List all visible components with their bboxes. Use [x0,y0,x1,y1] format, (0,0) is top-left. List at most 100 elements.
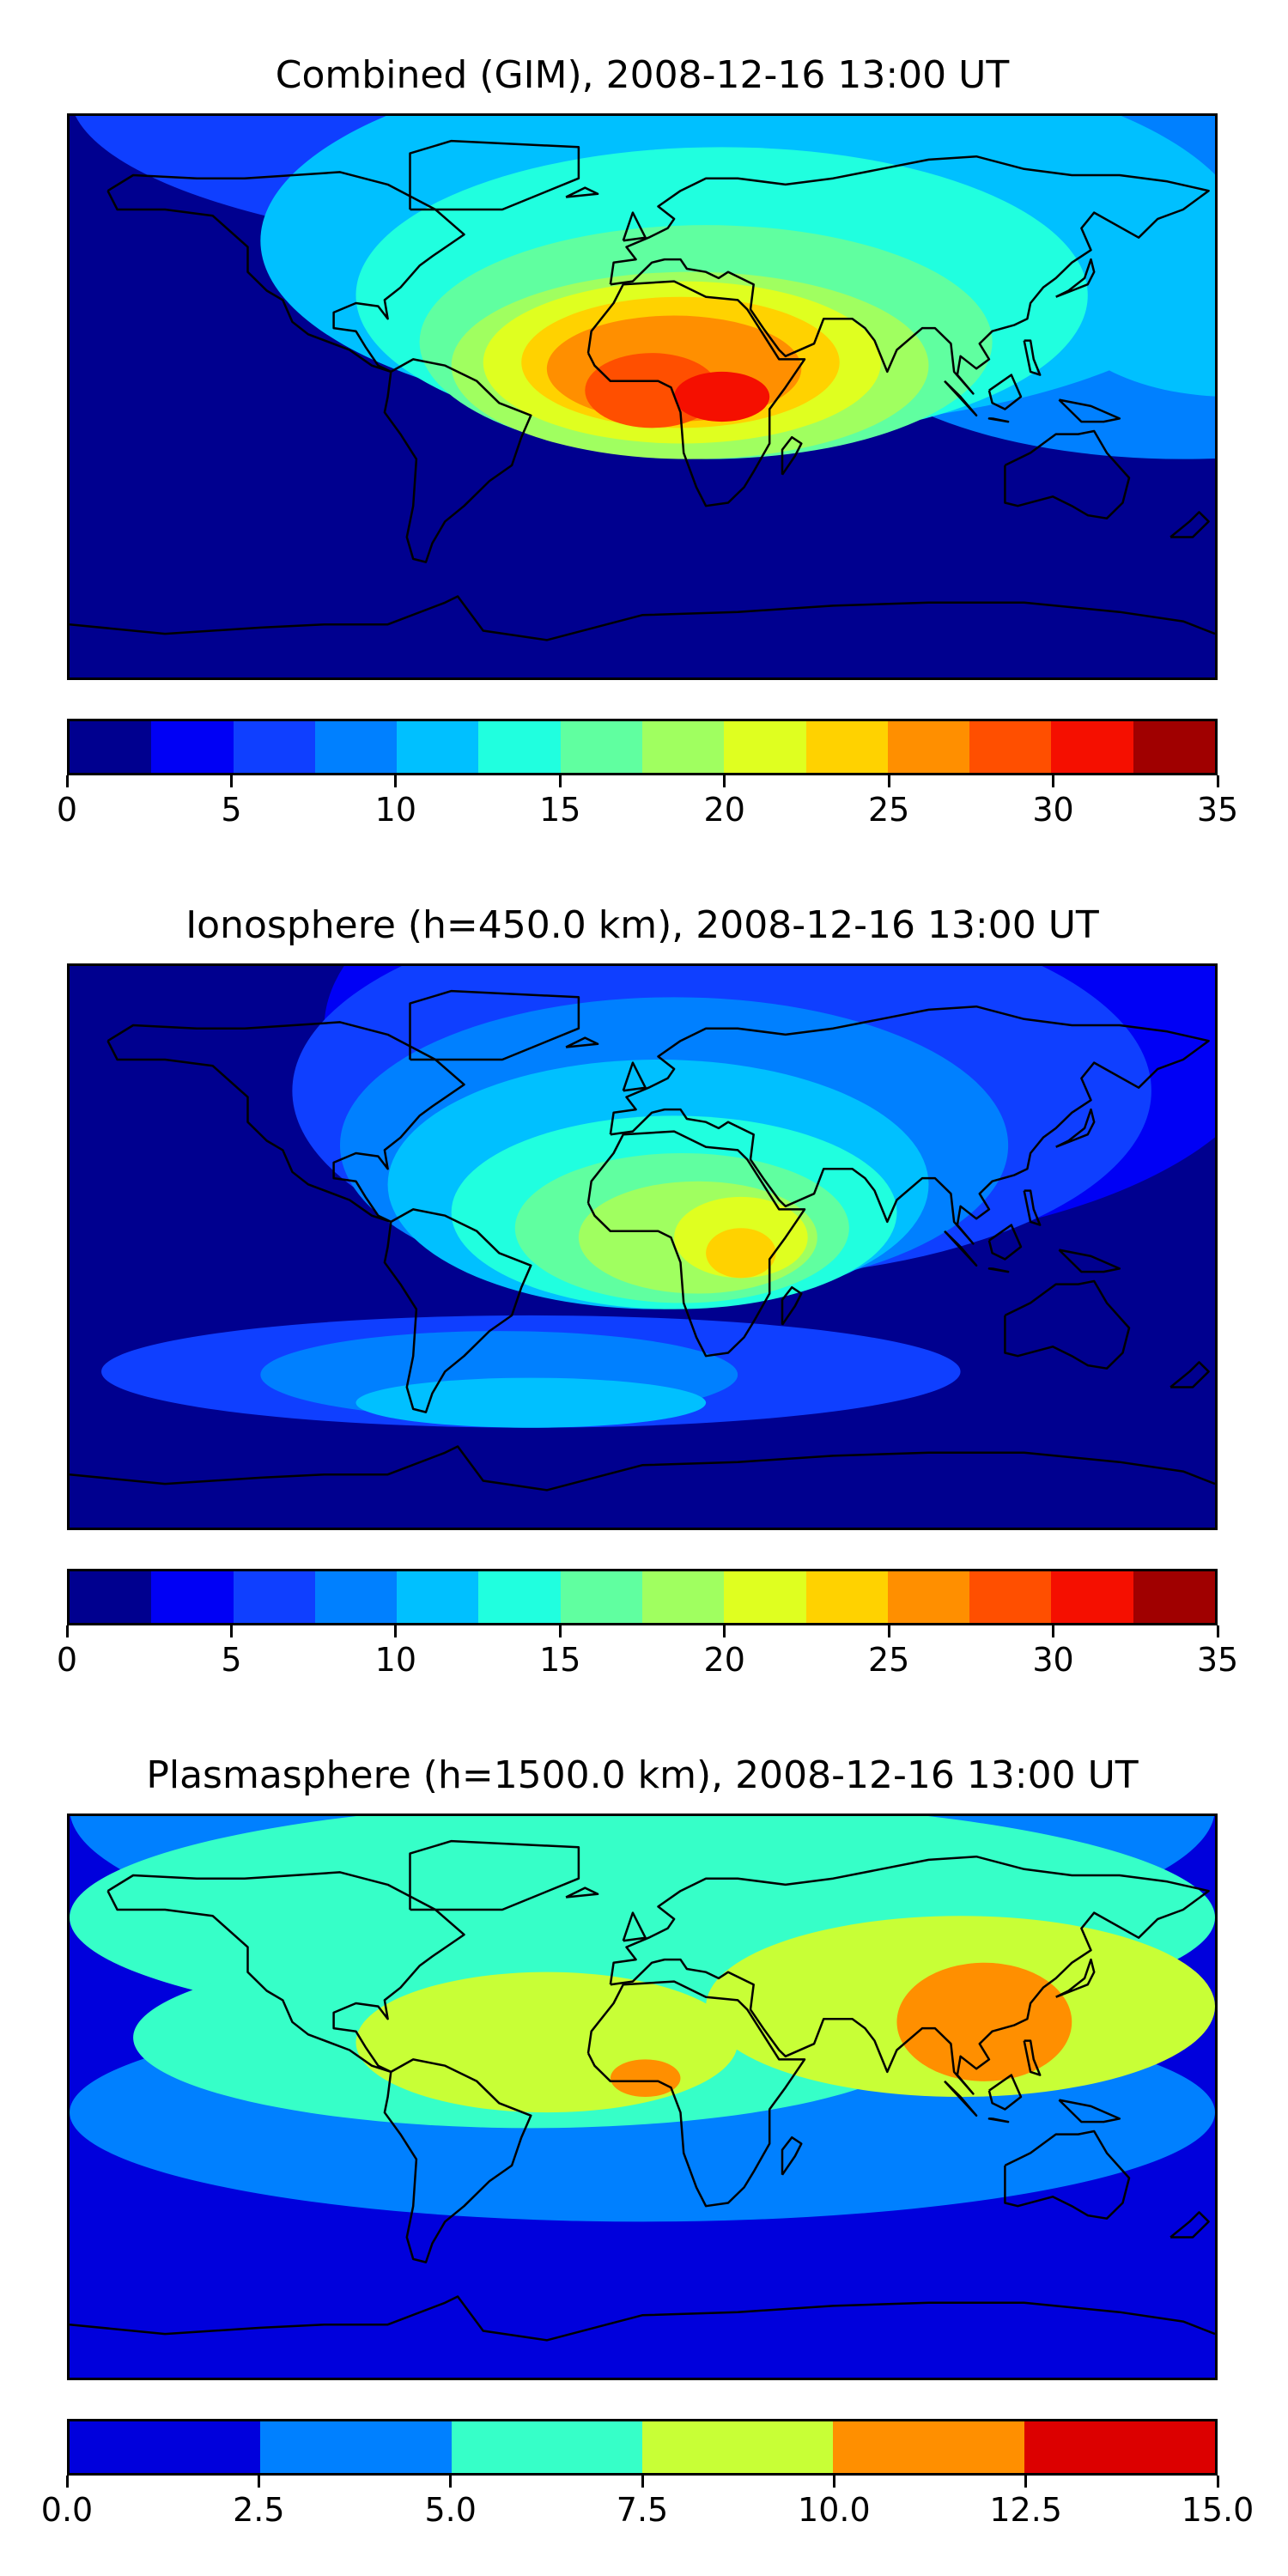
coastline-4 [1004,429,1131,519]
tick-label: 2.5 [233,2491,285,2529]
tick-label: 0 [56,1641,78,1679]
tick-label: 15 [539,1641,581,1679]
colorbar-segment-0 [70,1571,152,1623]
coastline-16 [1023,1189,1042,1226]
colorbar-segment-1 [151,1571,234,1623]
tick-mark [723,775,726,787]
coastline-1 [383,1208,532,1413]
coastline-1 [383,358,532,563]
coastline-8 [987,1224,1023,1261]
tick-label: 0.0 [40,2491,94,2529]
coastline-2 [586,1130,806,1358]
colorbar-segment-1 [260,2421,452,2473]
tick-mark [394,1625,398,1637]
colorbar-segment-10 [887,721,970,773]
coastline-4 [1004,2129,1131,2220]
tick-label: 20 [703,791,745,829]
tick-label: 10 [374,1641,417,1679]
coastline-14 [1058,1249,1121,1273]
tick-label: 25 [867,1641,910,1679]
colorbar-segment-7 [641,721,725,773]
tick-label: 30 [1032,1641,1074,1679]
tick-label: 7.5 [616,2491,669,2529]
colorbar-segment-12 [1051,1571,1133,1623]
coastline-5 [70,2295,1215,2342]
tick-mark [229,1625,233,1637]
tick-mark [887,1625,890,1637]
tick-mark [832,2476,835,2488]
tick-label: 15 [539,791,581,829]
coastline-6 [944,1230,978,1267]
tick-label: 12.5 [989,2491,1062,2529]
coastline-4 [1004,1279,1131,1370]
tec-contour-map [70,966,1215,1528]
coastline-8 [987,2074,1023,2111]
colorbar-segment-1 [151,721,234,773]
tick-label: 35 [1196,1641,1239,1679]
colorbar-segment-0 [70,721,152,773]
colorbar-segment-11 [969,1571,1052,1623]
tick-label: 5 [221,791,242,829]
colorbar-segment-5 [1024,2421,1215,2473]
tick-label: 35 [1196,791,1239,829]
colorbar [67,1569,1218,1625]
colorbar-segment-7 [641,1571,725,1623]
colorbar-segment-9 [805,721,888,773]
coastline-0 [106,171,465,374]
coastline-2 [586,280,806,507]
contour-level-4-0 [610,2059,681,2097]
map-plasmasphere [67,1814,1218,2380]
colorbar-segment-9 [805,1571,888,1623]
map-combined [67,113,1218,680]
contour-level-4-1 [355,1377,707,1428]
colorbar-segment-6 [560,1571,642,1623]
colorbar-segment-5 [478,1571,561,1623]
colorbar [67,719,1218,775]
coastline-14 [1058,2099,1121,2123]
colorbar [67,2419,1218,2476]
coastline-9 [1055,1958,1096,1998]
tick-label: 15.0 [1181,2491,1255,2529]
coastline-7 [987,417,1010,423]
coastline-3 [609,1855,1210,2095]
tick-label: 30 [1032,791,1074,829]
coastline-15 [1170,1361,1210,1388]
colorbar-segment-3 [314,721,398,773]
tick-label: 20 [703,1641,745,1679]
tick-label: 10 [374,791,417,829]
coastline-11 [622,1061,647,1092]
tec-contour-map [70,116,1215,677]
contour-level-3-0 [355,1971,738,2113]
tick-mark [65,2476,69,2488]
colorbar-ticks: 0.0 2.5 5.0 7.5 10.0 12.5 15.0 [41,2476,1254,2529]
coastline-7 [987,1267,1010,1273]
colorbar-segment-2 [233,1571,315,1623]
map-ionosphere [67,963,1218,1530]
coastline-7 [987,2117,1010,2123]
colorbar-segment-10 [887,1571,970,1623]
colorbar-segment-13 [1133,721,1215,773]
coastline-6 [944,2080,978,2117]
panel-title: Ionosphere (h=450.0 km), 2008-12-16 13:0… [185,903,1099,947]
colorbar-segment-13 [1133,1571,1215,1623]
tick-label: 5 [221,1641,242,1679]
coastline-12 [409,989,580,1061]
panel-title: Combined (GIM), 2008-12-16 13:00 UT [275,53,1010,97]
contour-level-12-0 [674,371,770,422]
contour-level-4-1 [1055,210,1215,397]
colorbar-segment-6 [560,721,642,773]
tick-mark [1024,2476,1028,2488]
tick-label: 25 [867,791,910,829]
coastline-12 [409,139,580,211]
tick-mark [558,775,562,787]
coastline-10 [781,1285,803,1326]
panel-title: Plasmasphere (h=1500.0 km), 2008-12-16 1… [146,1753,1139,1797]
colorbar-segment-12 [1051,721,1133,773]
colorbar-segment-2 [233,721,315,773]
coastline-16 [1023,339,1042,376]
tick-mark [65,1625,69,1637]
contour-level-4-1 [896,1962,1072,2081]
colorbar-segment-8 [724,1571,806,1623]
coastline-2 [586,1980,806,2208]
colorbar-ticks: 0 5 10 15 20 25 30 35 [57,775,1238,829]
